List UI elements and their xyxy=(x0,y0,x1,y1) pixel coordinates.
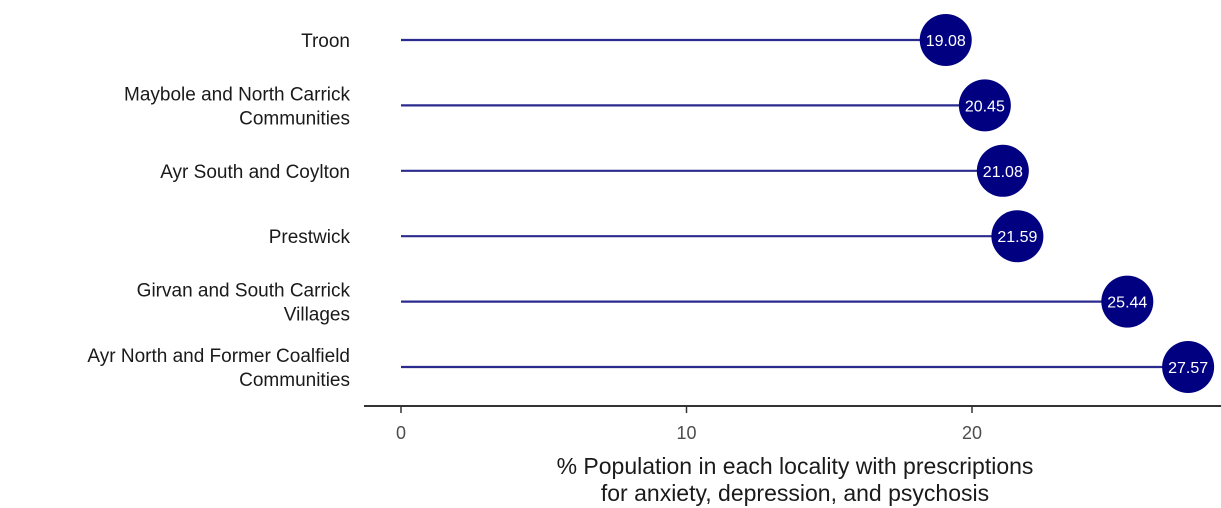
lollipop-point xyxy=(1162,341,1215,393)
category-label: Communities xyxy=(239,108,350,129)
lollipop-point xyxy=(1101,275,1154,328)
lollipop-point xyxy=(976,144,1029,197)
category-label: Troon xyxy=(301,31,350,52)
value-label: 20.45 xyxy=(965,98,1005,115)
value-label: 21.59 xyxy=(997,229,1037,246)
category-label: Villages xyxy=(284,305,350,326)
x-axis-title: % Population in each locality with presc… xyxy=(557,453,1034,506)
value-label: 25.44 xyxy=(1107,295,1147,312)
lollipop-point xyxy=(958,79,1011,132)
lollipop-point xyxy=(991,210,1044,263)
category-label: Girvan and South Carrick xyxy=(137,281,351,302)
category-label: Ayr South and Coylton xyxy=(160,162,350,183)
value-labels-layer: 19.08 20.45 21.08 21.59 25.44 27.57 xyxy=(926,33,1209,377)
category-label: Communities xyxy=(239,370,350,391)
x-tick-label: 0 xyxy=(396,423,406,443)
category-label: Maybole and North Carrick xyxy=(124,84,350,105)
x-tick-label: 10 xyxy=(676,423,696,443)
category-label: Prestwick xyxy=(269,227,351,248)
value-label: 27.57 xyxy=(1168,360,1208,377)
category-label: Ayr North and Former Coalfield xyxy=(87,346,350,367)
value-label: 19.08 xyxy=(926,33,966,50)
x-tick-label: 20 xyxy=(962,423,982,443)
points-layer xyxy=(919,14,1215,393)
value-label: 21.08 xyxy=(983,164,1023,181)
category-labels-layer: Troon Maybole and North Carrick Communitie… xyxy=(87,31,350,391)
lollipop-point xyxy=(919,14,972,66)
x-axis-title-line: % Population in each locality with presc… xyxy=(557,453,1034,479)
x-axis-title-line: for anxiety, depression, and psychosis xyxy=(601,480,989,506)
segments-layer xyxy=(401,38,1189,369)
x-axis: 0 10 20 xyxy=(364,405,1221,443)
